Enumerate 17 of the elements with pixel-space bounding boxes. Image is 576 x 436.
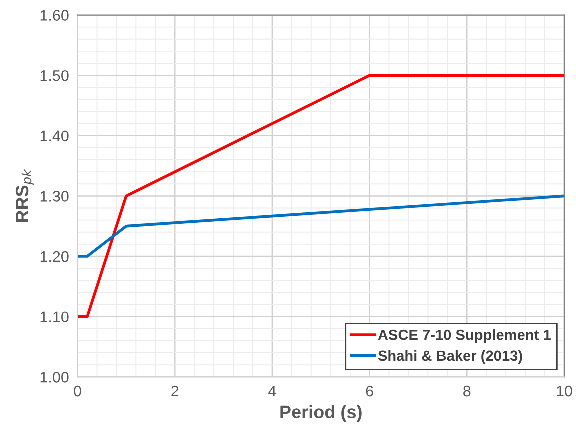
legend-label: ASCE 7-10 Supplement 1: [378, 330, 551, 344]
y-axis-title: RRS$_{pk}$: [16, 169, 34, 222]
y-tick-label: 1.50: [40, 70, 69, 82]
x-tick-label: 0: [74, 386, 82, 397]
y-tick-label: 1.40: [40, 130, 69, 142]
x-tick-label: 6: [366, 386, 374, 397]
y-tick-label: 1.10: [40, 312, 69, 323]
y-tick-label: 1.20: [40, 251, 69, 262]
legend-label: Shahi & Baker (2013): [378, 350, 522, 364]
y-tick-label: 1.30: [40, 191, 69, 202]
y-tick-label: 1.00: [40, 372, 69, 383]
y-tick-label: 1.60: [40, 10, 69, 21]
x-tick-label: 4: [268, 386, 276, 397]
x-axis-title: Period (s): [280, 405, 362, 422]
x-tick-label: 2: [172, 386, 179, 397]
x-tick-label: 8: [464, 386, 471, 397]
x-tick-label: 10: [557, 386, 572, 397]
